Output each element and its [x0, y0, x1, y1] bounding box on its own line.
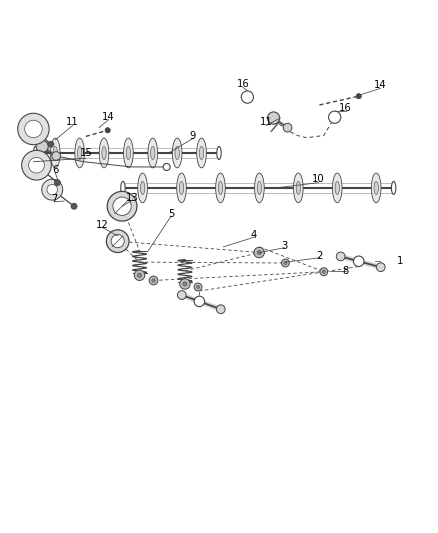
Text: 3: 3 [281, 240, 288, 251]
Ellipse shape [199, 147, 204, 159]
Circle shape [336, 252, 345, 261]
Ellipse shape [332, 173, 342, 203]
Circle shape [149, 276, 158, 285]
Ellipse shape [121, 181, 125, 195]
Circle shape [18, 113, 49, 144]
Text: 8: 8 [343, 266, 349, 276]
Circle shape [177, 290, 186, 300]
Circle shape [113, 197, 131, 215]
Text: 16: 16 [339, 103, 352, 113]
Ellipse shape [75, 138, 85, 168]
Circle shape [376, 263, 385, 271]
Ellipse shape [102, 147, 106, 159]
Circle shape [42, 179, 63, 200]
Circle shape [356, 94, 361, 99]
Circle shape [197, 286, 200, 288]
Ellipse shape [179, 181, 184, 195]
Ellipse shape [151, 147, 155, 159]
Circle shape [241, 91, 254, 103]
Text: 6: 6 [52, 165, 58, 175]
Ellipse shape [392, 181, 396, 195]
Circle shape [284, 261, 287, 264]
Ellipse shape [371, 173, 381, 203]
Text: 9: 9 [190, 131, 196, 141]
Ellipse shape [126, 147, 131, 159]
Ellipse shape [177, 173, 186, 203]
Circle shape [282, 259, 289, 267]
Circle shape [21, 150, 51, 180]
Text: 14: 14 [374, 80, 387, 90]
Circle shape [194, 283, 202, 291]
Circle shape [48, 141, 54, 147]
Text: 7: 7 [51, 194, 57, 204]
Ellipse shape [215, 173, 225, 203]
Circle shape [152, 279, 155, 282]
Circle shape [180, 279, 190, 289]
Ellipse shape [138, 173, 148, 203]
Ellipse shape [217, 147, 221, 159]
Text: 4: 4 [251, 230, 257, 240]
Ellipse shape [197, 138, 206, 168]
Text: 11: 11 [260, 117, 272, 127]
Text: 16: 16 [237, 79, 249, 89]
Circle shape [283, 123, 292, 132]
Circle shape [138, 273, 141, 277]
Circle shape [52, 152, 60, 160]
Ellipse shape [254, 173, 264, 203]
Circle shape [106, 230, 129, 253]
Circle shape [54, 180, 60, 185]
Text: 12: 12 [95, 220, 108, 230]
Text: 2: 2 [316, 251, 323, 261]
Circle shape [30, 159, 36, 165]
Ellipse shape [374, 181, 378, 195]
Circle shape [194, 296, 205, 306]
Ellipse shape [173, 138, 182, 168]
Circle shape [254, 247, 265, 258]
Ellipse shape [293, 173, 303, 203]
Circle shape [328, 111, 341, 123]
Circle shape [28, 157, 44, 173]
Circle shape [36, 140, 48, 152]
Circle shape [71, 203, 77, 209]
Circle shape [320, 268, 328, 276]
Circle shape [183, 282, 187, 286]
Text: 15: 15 [79, 148, 92, 158]
Ellipse shape [175, 147, 179, 159]
Ellipse shape [218, 181, 223, 195]
Ellipse shape [148, 138, 158, 168]
Ellipse shape [257, 181, 261, 195]
Circle shape [134, 270, 145, 280]
Text: 13: 13 [126, 192, 139, 203]
Circle shape [47, 184, 57, 195]
Text: 10: 10 [312, 174, 325, 184]
Ellipse shape [124, 138, 133, 168]
Circle shape [105, 128, 110, 133]
Text: 1: 1 [397, 256, 403, 266]
Ellipse shape [50, 138, 60, 168]
Ellipse shape [99, 138, 109, 168]
Ellipse shape [33, 147, 38, 159]
Circle shape [268, 112, 280, 124]
Text: 5: 5 [168, 209, 174, 219]
Text: 11: 11 [67, 117, 79, 127]
Ellipse shape [53, 147, 57, 159]
Ellipse shape [78, 147, 82, 159]
Circle shape [353, 256, 364, 266]
Circle shape [163, 164, 170, 171]
Ellipse shape [296, 181, 300, 195]
Circle shape [111, 235, 124, 248]
Text: 14: 14 [102, 112, 115, 122]
Ellipse shape [335, 181, 339, 195]
Ellipse shape [141, 181, 145, 195]
Circle shape [322, 270, 325, 273]
Circle shape [107, 191, 137, 221]
Circle shape [216, 305, 225, 313]
Circle shape [257, 251, 261, 255]
Circle shape [25, 120, 42, 138]
